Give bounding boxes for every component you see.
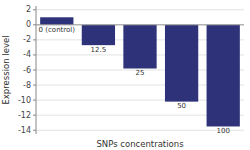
tick-label: -14 — [18, 126, 31, 135]
category-label: 100 — [217, 127, 230, 135]
tick-label: -2 — [23, 35, 31, 44]
x-axis-label: SNPs concentrations — [96, 139, 184, 149]
y-axis-label: Expression level — [1, 35, 11, 104]
chart: 2 0 -2 -4 -6 -8 -10 -12 -14 0 (control) 12.5 25 50 10… — [0, 0, 250, 150]
bar — [123, 25, 156, 69]
tick-label: 2 — [26, 5, 31, 14]
tick-label: -8 — [23, 81, 31, 90]
chart-container: 2 0 -2 -4 -6 -8 -10 -12 -14 0 (control) 12.5 25 50 10… — [0, 0, 250, 150]
category-label: 12.5 — [91, 46, 107, 54]
grid — [36, 10, 244, 130]
tick-label: -4 — [23, 50, 31, 59]
tick-label: 0 — [26, 20, 31, 29]
bars — [40, 17, 240, 126]
bar — [207, 25, 240, 127]
category-label: 25 — [136, 69, 145, 77]
bar — [165, 25, 198, 102]
bar — [40, 17, 73, 25]
tick-label: -10 — [18, 96, 31, 105]
tick-label: -6 — [23, 66, 31, 75]
grid-line — [36, 130, 244, 131]
category-label: 0 (control) — [39, 26, 76, 34]
grid-line — [36, 9, 244, 10]
bar — [82, 25, 115, 45]
tick-label: -12 — [18, 111, 31, 120]
category-label: 50 — [177, 102, 186, 110]
y-axis-line — [36, 6, 37, 134]
